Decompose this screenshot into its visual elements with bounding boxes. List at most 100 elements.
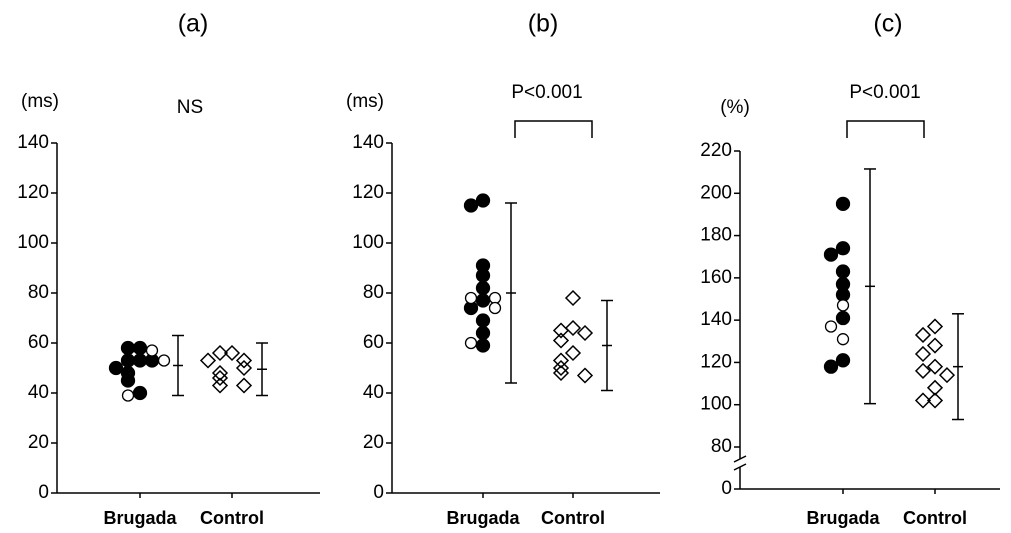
data-point (926, 358, 944, 375)
y-tick-label: 140 (17, 132, 49, 153)
y-tick-label: 40 (28, 382, 49, 403)
data-point (835, 310, 851, 326)
data-point (132, 340, 148, 356)
y-tick-label: 120 (17, 182, 49, 203)
x-tick-label: Control (903, 508, 967, 528)
y-tick-label: 120 (352, 182, 384, 203)
data-point (463, 198, 479, 213)
data-point (938, 367, 956, 384)
data-point (475, 313, 491, 328)
data-point (145, 344, 159, 357)
data-point (211, 377, 229, 394)
data-point (475, 293, 491, 308)
data-point (835, 241, 851, 256)
data-point (211, 364, 229, 382)
data-point (464, 336, 478, 350)
x-tick-label: Brugada (103, 508, 177, 528)
data-point (552, 359, 570, 377)
data-point (235, 377, 253, 394)
data-point (108, 360, 124, 376)
y-tick-label: 100 (700, 394, 732, 415)
data-point (926, 379, 944, 396)
y-unit: (%) (720, 97, 750, 118)
data-point (120, 353, 136, 368)
data-point (132, 385, 148, 401)
significance-bracket (514, 120, 593, 138)
y-tick-label: 20 (363, 432, 384, 453)
data-point (199, 352, 217, 369)
annotation: NS (177, 97, 203, 118)
y-tick-label: 80 (711, 436, 732, 457)
y-tick-label: 100 (17, 232, 49, 253)
data-point (914, 345, 932, 363)
data-point (552, 322, 570, 339)
data-point (564, 344, 582, 362)
data-point (475, 338, 491, 353)
x-tick-label: Brugada (806, 508, 880, 528)
data-point (576, 367, 594, 384)
data-point (564, 319, 582, 337)
data-point (836, 299, 850, 312)
data-point (235, 359, 253, 377)
x-tick-label: Control (541, 508, 605, 528)
chart-title: (c) (873, 10, 902, 38)
y-tick-label: 0 (721, 478, 732, 499)
data-point (926, 392, 944, 409)
data-point (914, 362, 932, 379)
data-point (223, 344, 241, 362)
y-tick-label: 200 (700, 182, 732, 203)
y-tick-label: 160 (700, 267, 732, 288)
x-tick-label: Brugada (446, 508, 520, 528)
data-point (488, 301, 502, 315)
data-point (823, 247, 839, 262)
data-point (475, 280, 491, 296)
data-point (835, 353, 851, 368)
data-point (823, 359, 839, 374)
data-point (475, 193, 491, 208)
y-tick-label: 60 (28, 332, 49, 353)
y-tick-label: 80 (363, 282, 384, 303)
y-tick-label: 100 (352, 232, 384, 253)
y-tick-label: 180 (700, 225, 732, 246)
y-tick-label: 220 (700, 140, 732, 161)
y-tick-label: 0 (38, 482, 49, 503)
data-point (475, 268, 491, 283)
data-point (552, 352, 570, 369)
data-point (132, 353, 148, 368)
data-point (926, 318, 944, 335)
data-point (914, 392, 932, 409)
y-tick-label: 140 (700, 309, 732, 330)
y-unit: (ms) (21, 91, 59, 112)
data-point (836, 333, 850, 346)
data-point (211, 369, 229, 387)
data-point (552, 332, 570, 349)
x-tick-label: Control (200, 508, 264, 528)
y-tick-label: 60 (363, 332, 384, 353)
annotation: P<0.001 (849, 82, 920, 103)
y-unit: (ms) (346, 91, 384, 112)
data-point (914, 326, 932, 344)
data-point (211, 344, 229, 362)
data-point (120, 373, 136, 388)
data-point (157, 354, 171, 367)
data-point (824, 320, 838, 333)
data-point (121, 389, 135, 402)
data-point (464, 291, 478, 305)
y-tick-label: 140 (352, 132, 384, 153)
chart-title: (a) (178, 10, 209, 38)
axis-break (733, 455, 747, 463)
data-point (475, 325, 491, 341)
y-tick-label: 20 (28, 432, 49, 453)
y-tick-label: 40 (363, 382, 384, 403)
data-point (576, 324, 594, 342)
data-point (120, 340, 136, 356)
significance-bracket (846, 120, 925, 138)
data-point (835, 264, 851, 279)
data-point (235, 352, 253, 369)
data-point (564, 289, 582, 307)
chart-title: (b) (528, 10, 559, 38)
y-tick-label: 0 (373, 482, 384, 503)
data-point (835, 196, 851, 212)
y-tick-label: 120 (700, 351, 732, 372)
